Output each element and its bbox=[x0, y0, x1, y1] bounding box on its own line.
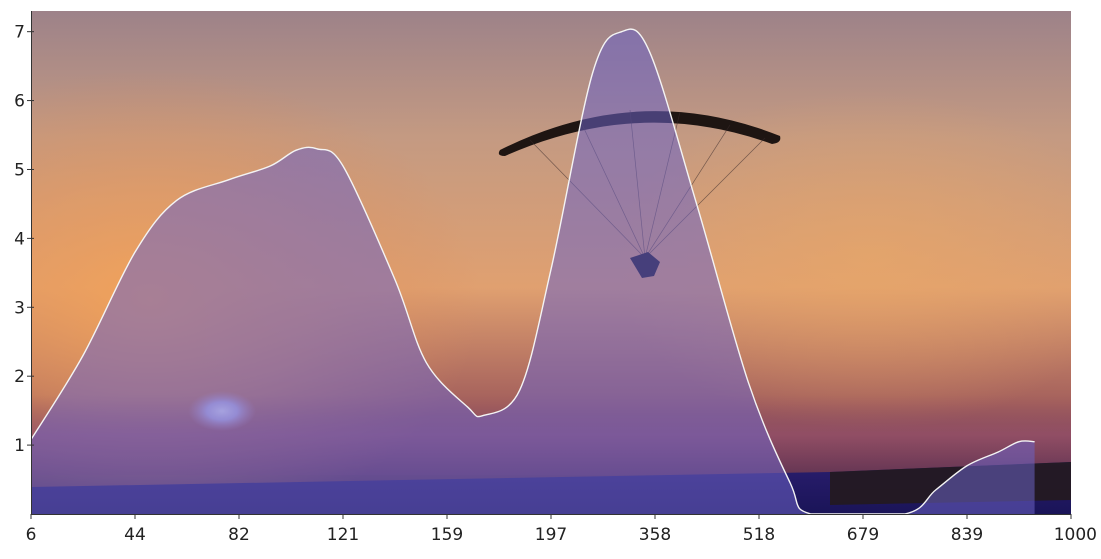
x-tick-label: 518 bbox=[743, 525, 775, 545]
y-tick-label: 3 bbox=[14, 298, 25, 318]
x-tick-label: 44 bbox=[124, 525, 146, 545]
x-tick-label: 197 bbox=[535, 525, 567, 545]
x-tick-label: 121 bbox=[327, 525, 359, 545]
paraglider-wing bbox=[498, 111, 781, 156]
y-tick-label: 6 bbox=[14, 92, 25, 112]
y-tick-label: 2 bbox=[14, 367, 25, 387]
y-tick-label: 7 bbox=[14, 23, 25, 43]
y-tick-label: 5 bbox=[14, 160, 25, 180]
x-tick-label: 679 bbox=[847, 525, 879, 545]
x-tick-label: 358 bbox=[639, 525, 671, 545]
area-line bbox=[31, 28, 1035, 514]
y-tick-label: 4 bbox=[14, 229, 25, 249]
y-tick-label: 1 bbox=[14, 436, 25, 456]
series-group bbox=[31, 28, 1035, 514]
x-tick-label: 1000 bbox=[1054, 525, 1097, 545]
area-fill bbox=[31, 29, 1035, 514]
x-tick-label: 82 bbox=[228, 525, 250, 545]
x-tick-label: 839 bbox=[951, 525, 983, 545]
x-tick-label: 6 bbox=[26, 525, 37, 545]
x-tick-label: 159 bbox=[431, 525, 463, 545]
